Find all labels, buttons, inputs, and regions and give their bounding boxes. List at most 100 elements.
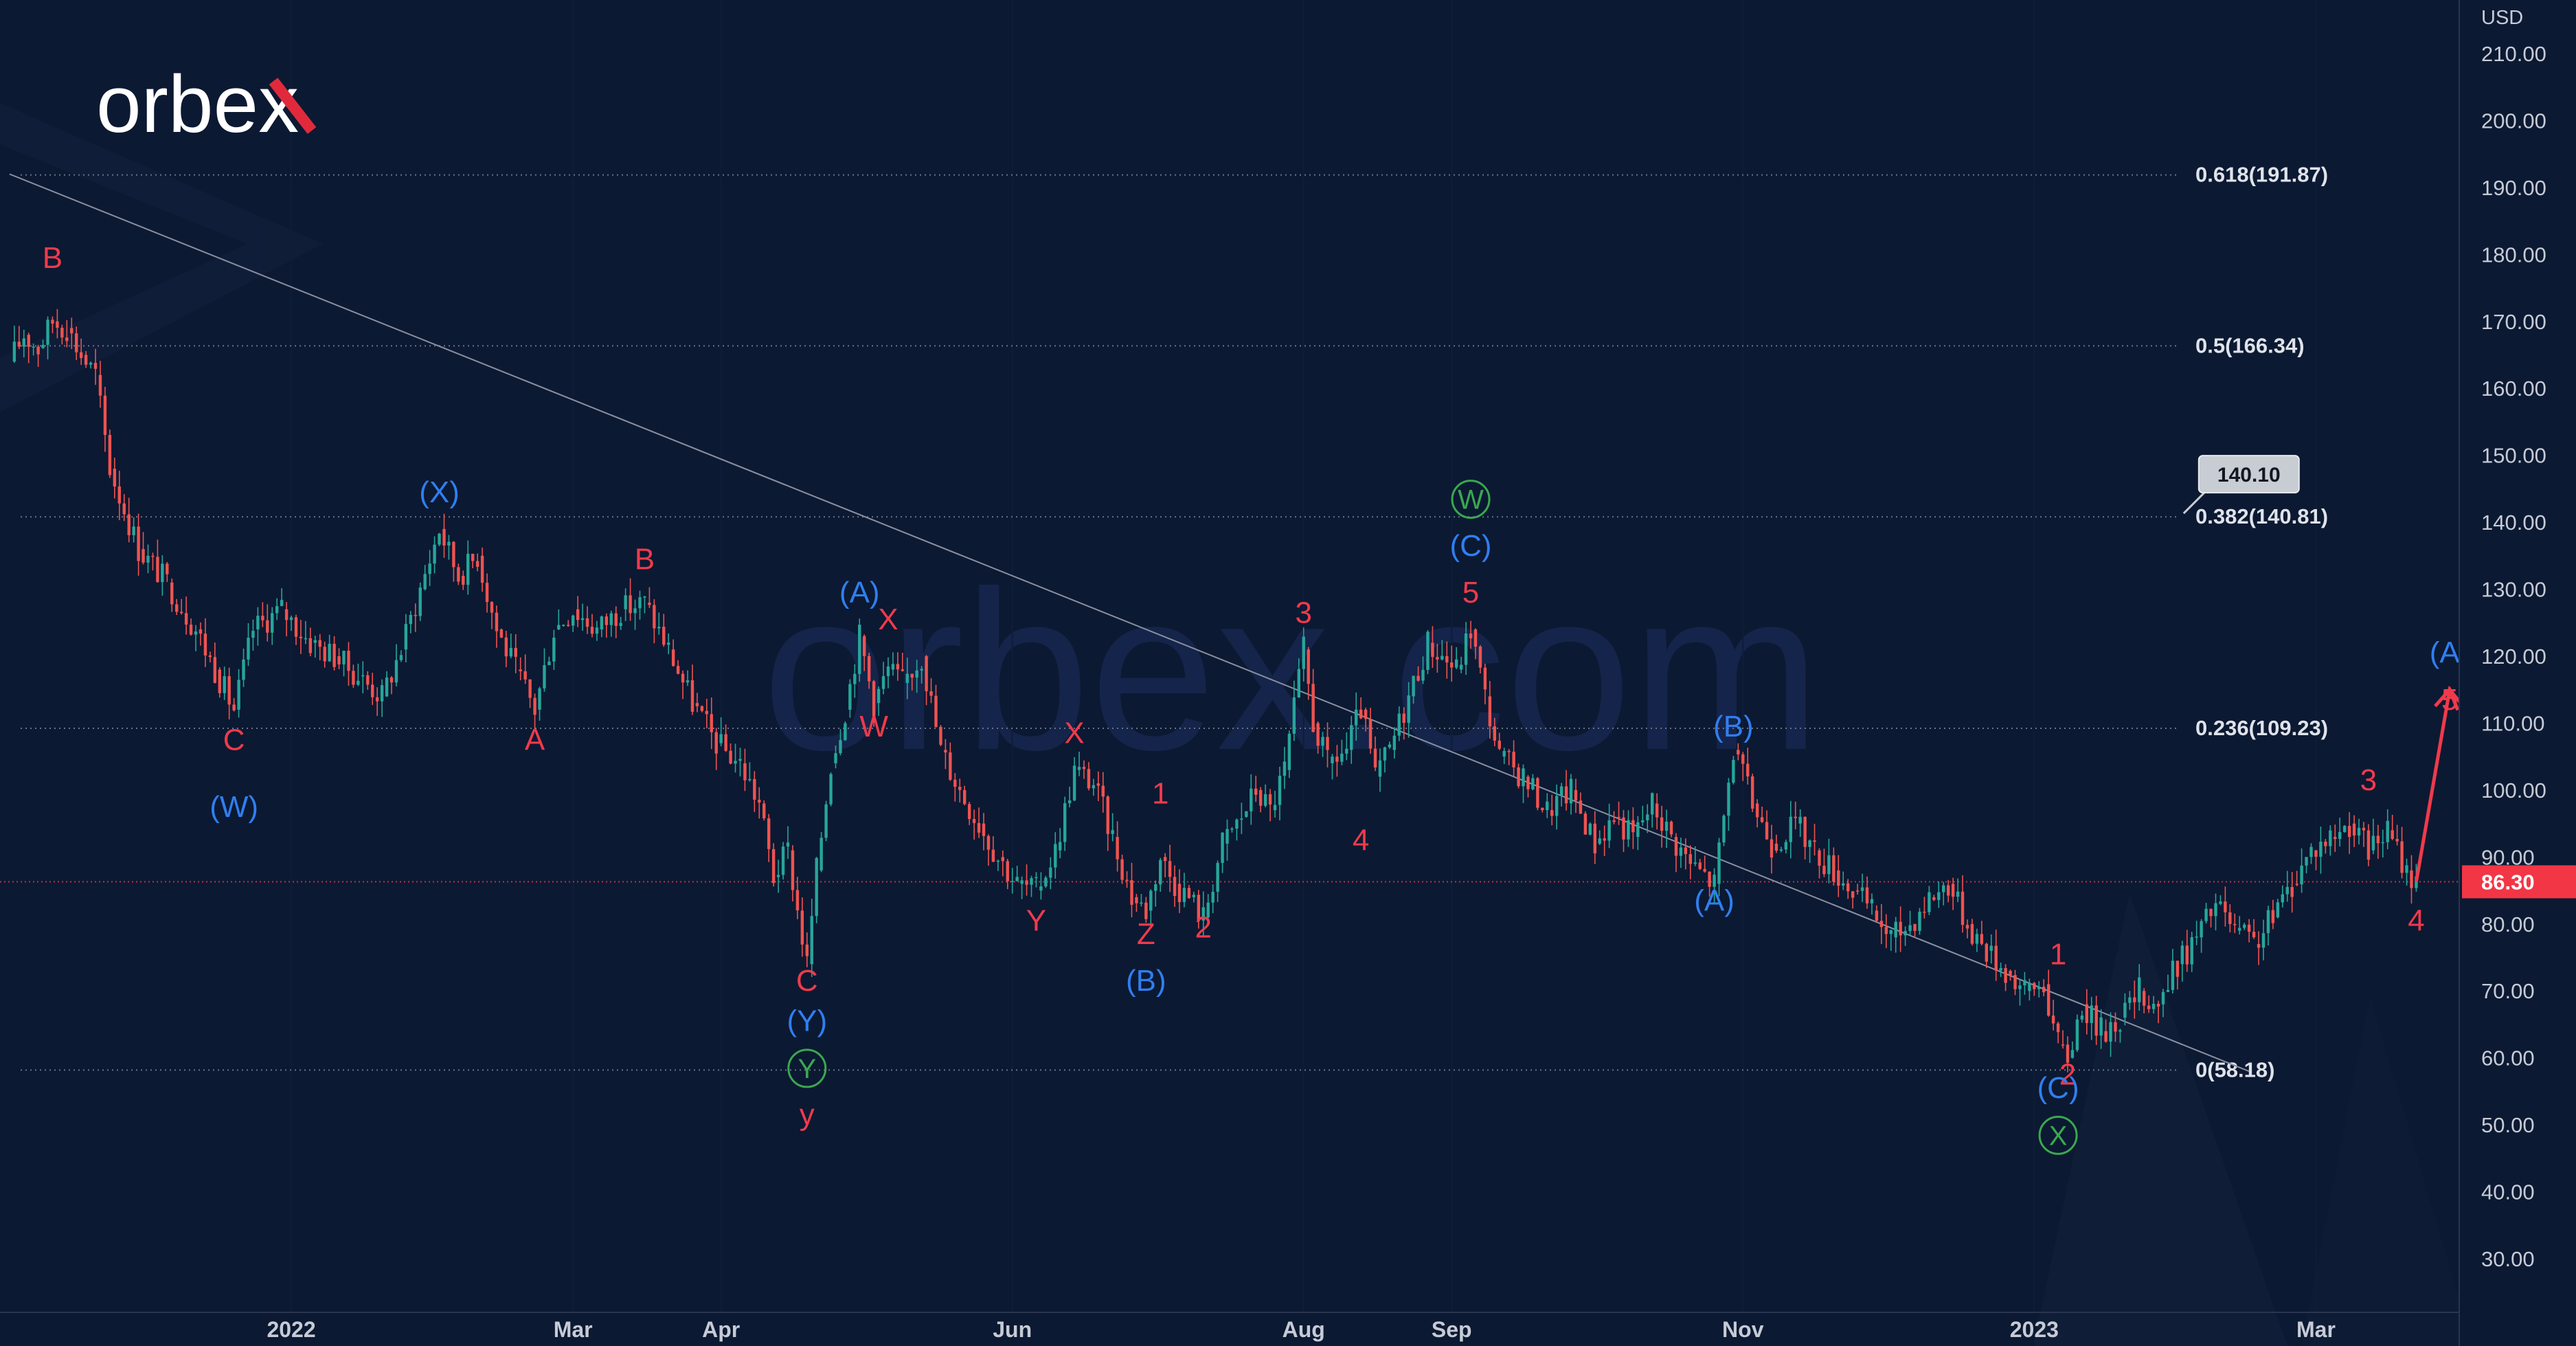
candle-body [1526,776,1530,789]
candle-body [2180,945,2184,965]
candle-body [1407,695,1410,724]
current-price-label: 86.30 [2481,870,2535,894]
candle-body [1937,892,1941,900]
candle-body [1985,943,1989,962]
candle-body [2200,921,2203,938]
candle-body [189,625,193,635]
wave-label: B [635,542,655,576]
candle-body [519,669,522,671]
wave-label: Y [798,1054,816,1084]
candle-body [758,799,761,803]
candle-body [1039,886,1043,891]
candle-body [1383,747,1387,761]
candle-body [624,595,627,609]
candle-body [12,341,16,362]
candle-body [714,732,718,754]
candle-body [877,688,881,704]
candle-body [75,333,78,352]
x-tick-label: Apr [702,1317,740,1342]
candle-body [767,818,771,849]
candle-body [2085,1004,2088,1023]
candle-body [1307,649,1310,684]
trendline-line [9,173,2250,1073]
y-tick-label: 50.00 [2481,1113,2535,1137]
wave-label: 1 [1152,776,1168,810]
wave-label: B [43,241,63,275]
candle-body [179,612,183,614]
candle-body [2156,1004,2160,1007]
candle-body [117,486,121,504]
candle-body [2219,901,2222,904]
candle-body [2228,912,2232,924]
candle-body [1970,923,1974,944]
candle-body [1302,636,1305,669]
y-tick-label: 70.00 [2481,979,2535,1003]
candle-body [1531,778,1535,789]
candle-body [1899,921,1902,936]
candle-body [543,665,546,688]
candle-body [93,363,98,369]
candle-body [328,644,331,662]
wave-label: W [1458,485,1484,515]
candle-body [2028,983,2031,991]
wave-label: Y [1026,904,1046,938]
candle-body [27,335,30,347]
candle-body [776,875,780,877]
candle-body [1450,662,1454,668]
candle-body [2376,835,2380,844]
candle-body [657,627,661,629]
wave-label: C [223,723,245,756]
candle-body [428,563,431,574]
candle-body [1703,868,1706,872]
candle-body [2133,997,2136,1002]
candle-body [22,338,25,347]
candle-body [729,750,732,764]
candle-body [1311,684,1315,732]
candle-body [805,944,809,956]
candle-body [1187,888,1191,898]
candle-body [1163,857,1167,862]
candle-body [962,789,967,805]
candle-body [2391,830,2394,839]
candle-body [323,647,326,662]
candle-body [820,838,823,871]
candle-body [475,561,479,567]
candle-body [1364,709,1368,719]
watermark: orbex.com [762,543,1821,797]
wave-label: (A) [839,576,880,609]
candle-body [1655,803,1659,818]
candle-body [146,555,150,563]
candle-body [2386,820,2389,842]
candle-body [1713,875,1716,887]
y-tick-label: 30.00 [2481,1247,2535,1271]
wave-label: (A) [1694,884,1735,917]
candle-body [1832,855,1835,882]
candle-body [251,631,255,638]
candle-body [1140,902,1143,904]
candle-body [2009,971,2012,976]
x-tick-label: Nov [1722,1317,1764,1342]
candle-body [2123,1002,2127,1018]
candle-body [1015,877,1019,882]
candle-body [480,555,484,583]
candle-body [771,849,776,884]
candle-body [1035,877,1038,879]
candle-body [638,597,642,609]
candle-body [1459,664,1463,670]
candle-body [2252,932,2256,938]
candle-body [2395,838,2399,842]
x-tick-label: Jun [993,1317,1032,1342]
candle-body [1746,763,1750,777]
wave-label: Z [1137,917,1155,951]
current-price-tag [2462,865,2576,899]
candle-body [1688,854,1693,864]
candle-body [1827,855,1831,875]
candle-body [929,691,933,696]
candle-body [1727,783,1730,816]
candle-body [872,681,876,717]
candle-body [1822,865,1826,875]
